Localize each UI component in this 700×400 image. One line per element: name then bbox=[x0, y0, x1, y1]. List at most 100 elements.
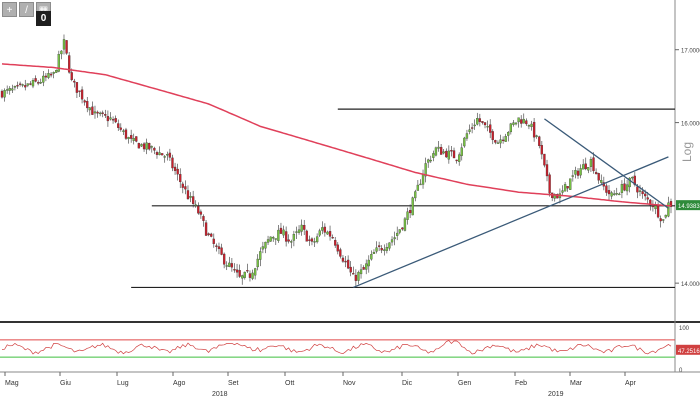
ma200-line bbox=[1, 63, 671, 207]
candle-body bbox=[204, 222, 208, 236]
candle-body bbox=[336, 244, 339, 252]
candle-body bbox=[538, 136, 541, 146]
candle-body bbox=[16, 85, 19, 87]
candle-body bbox=[292, 234, 296, 241]
candle-body bbox=[269, 236, 272, 242]
candle-body bbox=[6, 89, 9, 91]
x-tick-label: Apr bbox=[625, 380, 637, 387]
candle-body bbox=[414, 191, 417, 199]
candle-body bbox=[256, 258, 259, 268]
candle-body bbox=[274, 238, 277, 240]
candle-body bbox=[424, 163, 427, 177]
candle-body bbox=[450, 149, 453, 152]
candle-body bbox=[483, 122, 487, 126]
candle-body bbox=[39, 82, 42, 84]
candle-body bbox=[68, 55, 71, 73]
candle-body bbox=[403, 218, 407, 231]
candle-body bbox=[569, 178, 572, 190]
candle-body bbox=[132, 138, 135, 141]
candle-body bbox=[137, 143, 141, 149]
rsi-value: 47.2516 bbox=[678, 349, 700, 355]
candle-body bbox=[264, 241, 267, 249]
candle-body bbox=[455, 159, 458, 162]
candle-body bbox=[181, 183, 184, 188]
candle-body bbox=[620, 184, 624, 193]
candle-body bbox=[184, 186, 187, 190]
candle-body bbox=[346, 259, 350, 269]
candle-body bbox=[582, 164, 585, 170]
candle-body bbox=[517, 117, 520, 123]
candle-body bbox=[434, 147, 438, 156]
candle-body bbox=[179, 174, 182, 183]
crosshair-icon: + bbox=[6, 5, 13, 16]
candle-body bbox=[432, 153, 435, 158]
candle-body bbox=[47, 73, 50, 78]
candle-body bbox=[625, 184, 629, 192]
candle-body bbox=[300, 224, 303, 232]
candle-body bbox=[334, 239, 337, 246]
candle-body bbox=[194, 204, 197, 206]
candle-body bbox=[153, 147, 156, 151]
candle-body bbox=[512, 122, 515, 125]
candle-body bbox=[527, 125, 531, 127]
candle-body bbox=[277, 229, 280, 241]
candle-body bbox=[189, 196, 192, 198]
candle-body bbox=[297, 229, 301, 233]
crosshair-button[interactable]: + bbox=[2, 2, 17, 17]
candle-body bbox=[124, 129, 128, 139]
candle-body bbox=[509, 123, 513, 133]
candle-body bbox=[522, 118, 525, 124]
rsi-line bbox=[1, 340, 672, 355]
candle-body bbox=[313, 241, 316, 243]
candle-body bbox=[543, 153, 546, 166]
candle-body bbox=[406, 211, 409, 220]
pencil-button[interactable]: / bbox=[19, 2, 34, 17]
rsi-lower-label: 0 bbox=[679, 368, 683, 374]
candle-body bbox=[587, 167, 590, 171]
candle-body bbox=[532, 121, 536, 138]
indicator-count-badge: 0 bbox=[36, 11, 51, 26]
candle-body bbox=[597, 173, 600, 181]
candle-body bbox=[644, 193, 647, 197]
candle-body bbox=[8, 88, 11, 91]
candle-body bbox=[563, 184, 567, 192]
candle-body bbox=[315, 236, 319, 243]
up-trendline bbox=[353, 156, 669, 289]
candle-body bbox=[605, 185, 608, 193]
candle-body bbox=[158, 152, 161, 156]
candle-body bbox=[86, 100, 89, 109]
candle-body bbox=[574, 170, 577, 175]
candle-body bbox=[290, 241, 293, 243]
candle-body bbox=[664, 214, 667, 218]
candle-body bbox=[150, 146, 153, 148]
candle-body bbox=[122, 130, 125, 132]
candle-body bbox=[470, 127, 474, 129]
candle-body bbox=[155, 152, 159, 155]
candle-body bbox=[199, 211, 203, 215]
candle-body bbox=[295, 231, 298, 233]
candle-body bbox=[29, 83, 32, 85]
candle-body bbox=[445, 150, 448, 158]
candle-body bbox=[504, 136, 507, 142]
candle-body bbox=[235, 269, 239, 273]
candle-body bbox=[357, 272, 360, 281]
candle-body bbox=[589, 159, 593, 167]
candle-body bbox=[354, 274, 358, 281]
candle-body bbox=[628, 177, 631, 188]
candle-body bbox=[246, 270, 249, 272]
candle-body bbox=[241, 275, 244, 279]
candle-body bbox=[401, 227, 404, 230]
candle-body bbox=[540, 145, 543, 155]
candle-body bbox=[486, 126, 489, 128]
candle-body bbox=[429, 159, 432, 162]
candle-body bbox=[21, 84, 24, 86]
candle-body bbox=[571, 175, 574, 177]
candle-body bbox=[99, 112, 102, 115]
candle-body bbox=[659, 218, 662, 222]
candle-body bbox=[49, 73, 53, 76]
candle-body bbox=[501, 139, 505, 142]
candle-body bbox=[491, 131, 494, 141]
candle-body bbox=[96, 111, 99, 114]
candle-body bbox=[217, 246, 221, 250]
candle-body bbox=[507, 132, 510, 136]
